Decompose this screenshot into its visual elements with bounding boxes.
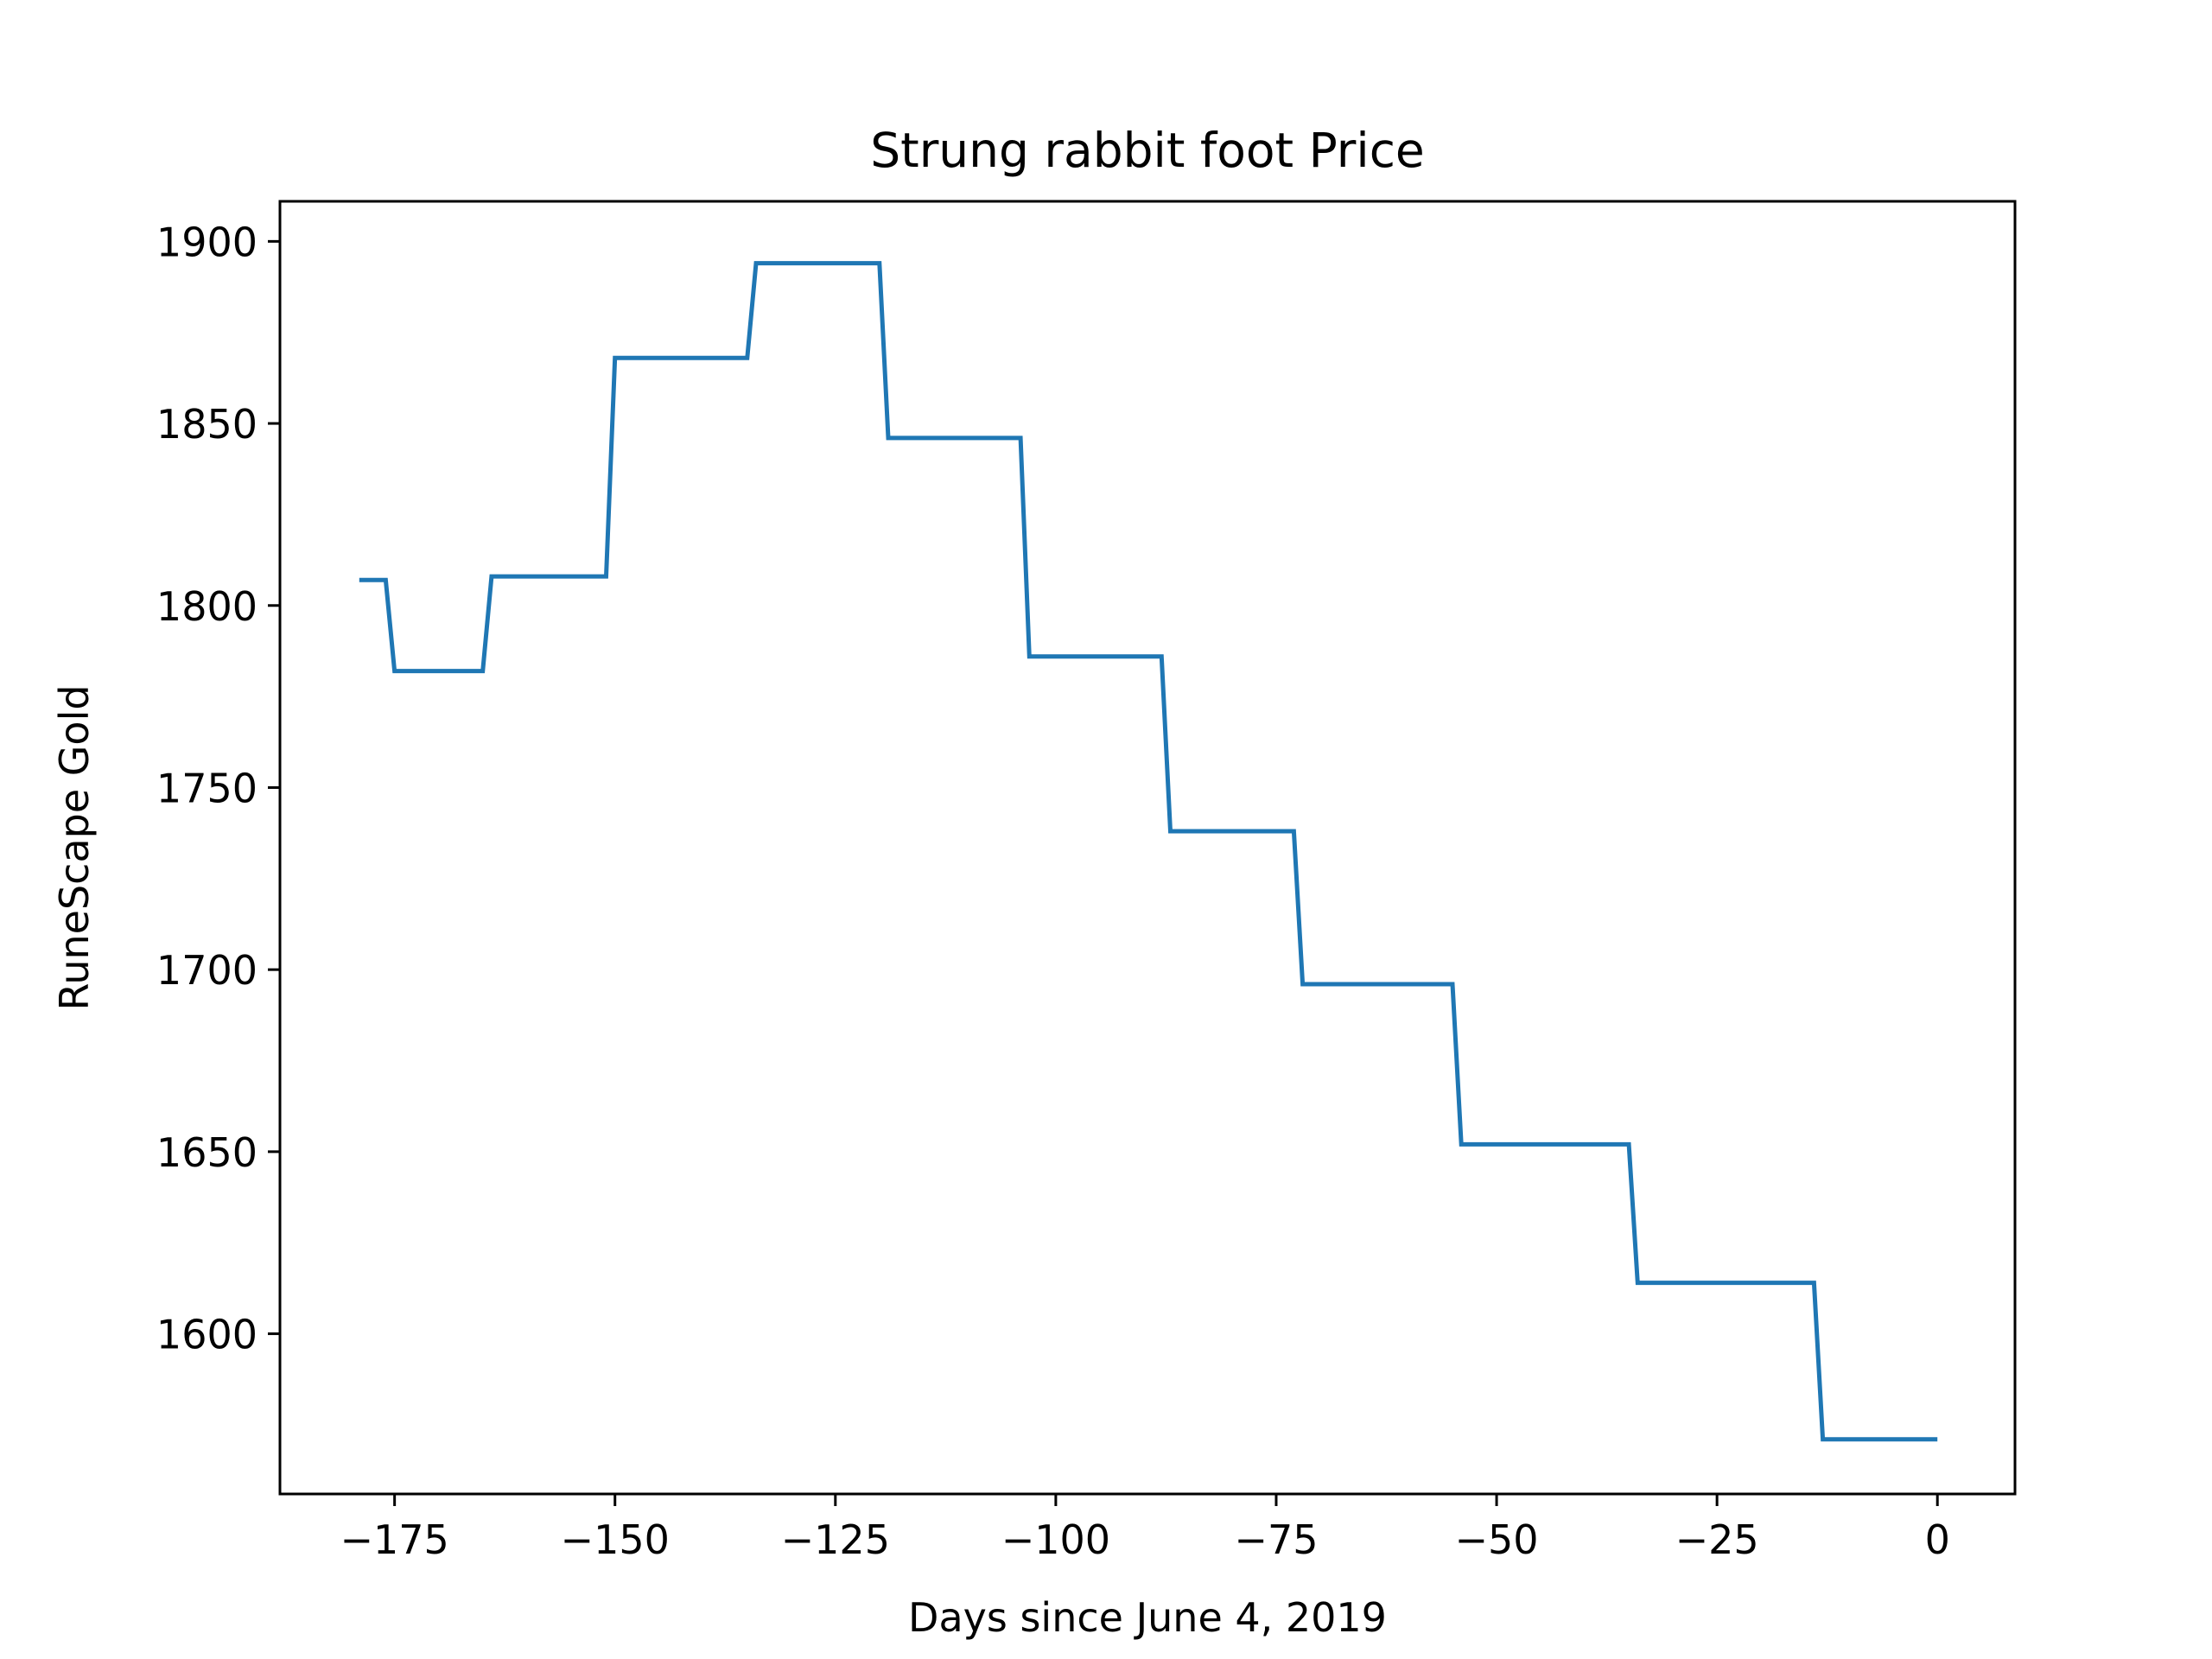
y-tick-label: 1650 (156, 1129, 257, 1176)
series-layer (359, 261, 1938, 1442)
x-tick-label: −150 (561, 1516, 670, 1563)
x-tick-label: −125 (781, 1516, 890, 1563)
series-line-0 (359, 261, 1938, 1442)
x-tick-label: −75 (1234, 1516, 1318, 1563)
y-tick-label: 1600 (156, 1312, 257, 1358)
y-tick-label: 1700 (156, 947, 257, 994)
x-tick-label: 0 (1925, 1516, 1950, 1563)
y-tick-label: 1900 (156, 219, 257, 265)
x-tick-label: −50 (1455, 1516, 1539, 1563)
plot-frame (278, 200, 2017, 1496)
y-tick-label: 1800 (156, 583, 257, 630)
y-axis: 1600 1650 1700 1750 1800 1850 1900 (156, 219, 280, 1358)
x-tick-label: −175 (340, 1516, 448, 1563)
x-tick-label: −100 (1001, 1516, 1110, 1563)
chart-title: Strung rabbit foot Price (870, 123, 1425, 178)
x-axis-label: Days since June 4, 2019 (908, 1594, 1387, 1641)
y-axis-label: RuneScape Gold (51, 684, 98, 1010)
y-tick-label: 1750 (156, 765, 257, 811)
x-tick-label: −25 (1675, 1516, 1759, 1563)
y-tick-label: 1850 (156, 401, 257, 448)
x-axis: −175 −150 −125 −100 −75 −50 −25 0 (340, 1494, 1950, 1563)
